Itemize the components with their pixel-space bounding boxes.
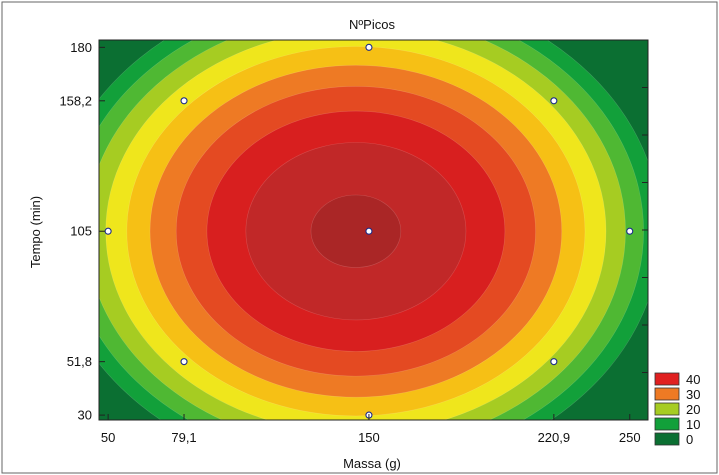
legend-label: 30: [686, 387, 700, 402]
legend-swatch: [654, 402, 680, 416]
x-tick-label: 50: [101, 430, 115, 445]
chart-title: NºPicos: [349, 17, 395, 32]
design-point: [365, 227, 373, 235]
y-tick-label: 30: [78, 408, 92, 423]
legend-swatch: [654, 432, 680, 446]
x-tick-label: 150: [358, 430, 380, 445]
legend-label: 0: [686, 432, 693, 447]
x-axis-ticks: 50 79,1 150 220,9 250: [101, 414, 641, 445]
legend-label: 20: [686, 402, 700, 417]
y-tick-label: 180: [70, 40, 92, 55]
x-tick-label: 79,1: [171, 430, 196, 445]
y-tick-label: 158,2: [59, 93, 92, 108]
design-point: [550, 358, 558, 366]
design-point: [365, 43, 373, 51]
legend-swatch: [654, 417, 680, 431]
design-point: [550, 97, 558, 105]
x-tick-label: 220,9: [538, 430, 571, 445]
right-axis-ticks: [642, 87, 648, 373]
design-point: [180, 358, 188, 366]
y-tick-label: 105: [70, 224, 92, 239]
y-tick-label: 51,8: [67, 354, 92, 369]
x-axis-label: Massa (g): [343, 456, 401, 471]
design-point: [104, 227, 112, 235]
design-points: [104, 43, 634, 419]
x-tick-label: 250: [619, 430, 641, 445]
legend-swatch: [654, 387, 680, 401]
contour-surface: [99, 40, 648, 420]
design-point: [180, 97, 188, 105]
y-axis-ticks: 30 51,8 105 158,2 180: [59, 40, 105, 423]
legend-swatch: [654, 372, 680, 386]
contour-band-50: [310, 194, 402, 268]
design-point: [626, 227, 634, 235]
legend-label: 40: [686, 372, 700, 387]
y-axis-label: Tempo (min): [28, 196, 43, 268]
legend-label: 10: [686, 417, 700, 432]
